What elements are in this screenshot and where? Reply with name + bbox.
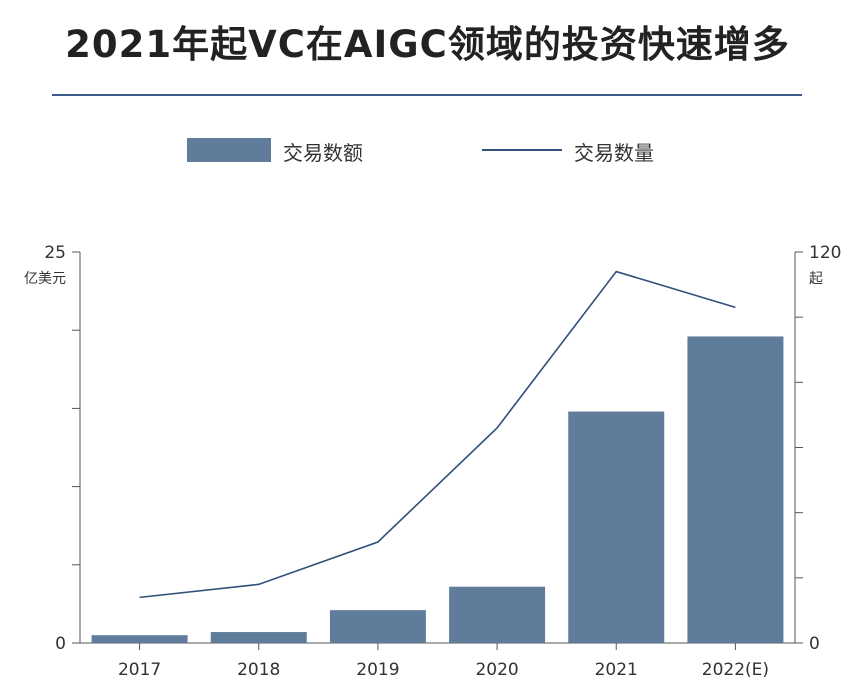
x-tick-label: 2022(E) <box>702 660 769 680</box>
legend-bar-swatch <box>187 138 271 162</box>
right-axis-zero-label: 0 <box>809 634 820 654</box>
left-axis-unit: 亿美元 <box>24 271 66 287</box>
bar <box>568 411 665 643</box>
x-tick-label: 2019 <box>356 660 399 680</box>
x-tick-label: 2021 <box>595 660 638 680</box>
chart-legend: 交易数额 交易数量 <box>0 133 855 173</box>
legend-line-swatch <box>482 149 562 151</box>
chart-title: 2021年起VC在AIGC领域的投资快速增多 <box>65 23 790 66</box>
x-tick-label: 2017 <box>118 660 161 680</box>
bar <box>449 586 546 643</box>
line-series <box>139 270 736 599</box>
title-divider <box>52 94 802 96</box>
bar <box>329 610 426 643</box>
x-tick-label: 2018 <box>237 660 280 680</box>
bar <box>91 635 188 643</box>
left-axis-max-label: 25 <box>44 243 66 263</box>
bar <box>687 336 784 643</box>
x-tick-label: 2020 <box>475 660 518 680</box>
left-axis-zero-label: 0 <box>55 634 66 654</box>
bar <box>210 632 307 643</box>
legend-line-label: 交易数量 <box>574 141 654 165</box>
right-axis-unit: 起 <box>809 271 823 287</box>
legend-bar-label: 交易数额 <box>283 141 363 165</box>
right-axis-max-label: 120 <box>809 243 841 263</box>
